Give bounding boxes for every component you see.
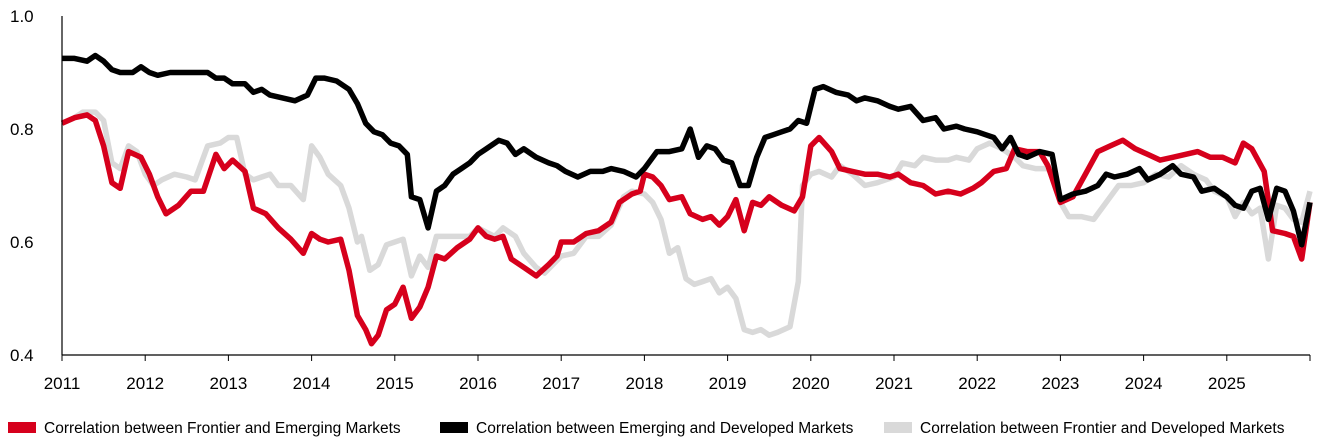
series-layer	[60, 52, 1313, 347]
x-tick-label: 2014	[293, 374, 331, 393]
y-tick-label: 1.0	[10, 7, 34, 26]
x-axis-ticks	[61, 355, 1311, 361]
y-tick-label: 0.8	[10, 120, 34, 139]
series-line-2	[60, 112, 1313, 347]
x-tick-label: 2021	[875, 374, 913, 393]
x-axis-tick-labels: 2011 2012 2013 2014 2015 2016 2017 2018 2019 2020…	[44, 374, 1246, 393]
x-tick-label: 2019	[709, 374, 747, 393]
x-tick-label: 2013	[209, 374, 247, 393]
legend-label: Correlation between Emerging and Develop…	[476, 420, 854, 437]
legend-item: Correlation between Emerging and Develop…	[440, 420, 854, 437]
legend-item: Correlation between Frontier and Emergin…	[8, 420, 401, 437]
x-tick-label: 2018	[625, 374, 663, 393]
x-tick-label: 2011	[44, 374, 81, 393]
x-tick-label: 2017	[542, 374, 580, 393]
x-tick-label: 2020	[792, 374, 830, 393]
x-tick-label: 2023	[1041, 374, 1079, 393]
x-tick-label: 2024	[1125, 374, 1163, 393]
x-tick-label: 2012	[126, 374, 164, 393]
x-tick-label: 2016	[459, 374, 497, 393]
legend-item: Correlation between Frontier and Develop…	[884, 420, 1285, 437]
y-tick-label: 0.4	[10, 346, 34, 365]
legend-label: Correlation between Frontier and Develop…	[920, 420, 1285, 437]
series-line-1	[60, 109, 1313, 338]
y-tick-label: 0.6	[10, 233, 34, 252]
series-line-3	[62, 52, 1313, 248]
legend-swatch	[8, 422, 36, 433]
legend: Correlation between Frontier and Emergin…	[8, 420, 1285, 437]
legend-swatch	[440, 422, 468, 433]
x-tick-label: 2015	[376, 374, 414, 393]
x-tick-label: 2022	[958, 374, 996, 393]
x-tick-label: 2025	[1208, 374, 1246, 393]
y-axis-tick-labels: 0.4 0.6 0.8 1.0	[10, 7, 34, 365]
legend-label: Correlation between Frontier and Emergin…	[44, 420, 401, 437]
legend-swatch	[884, 422, 912, 433]
